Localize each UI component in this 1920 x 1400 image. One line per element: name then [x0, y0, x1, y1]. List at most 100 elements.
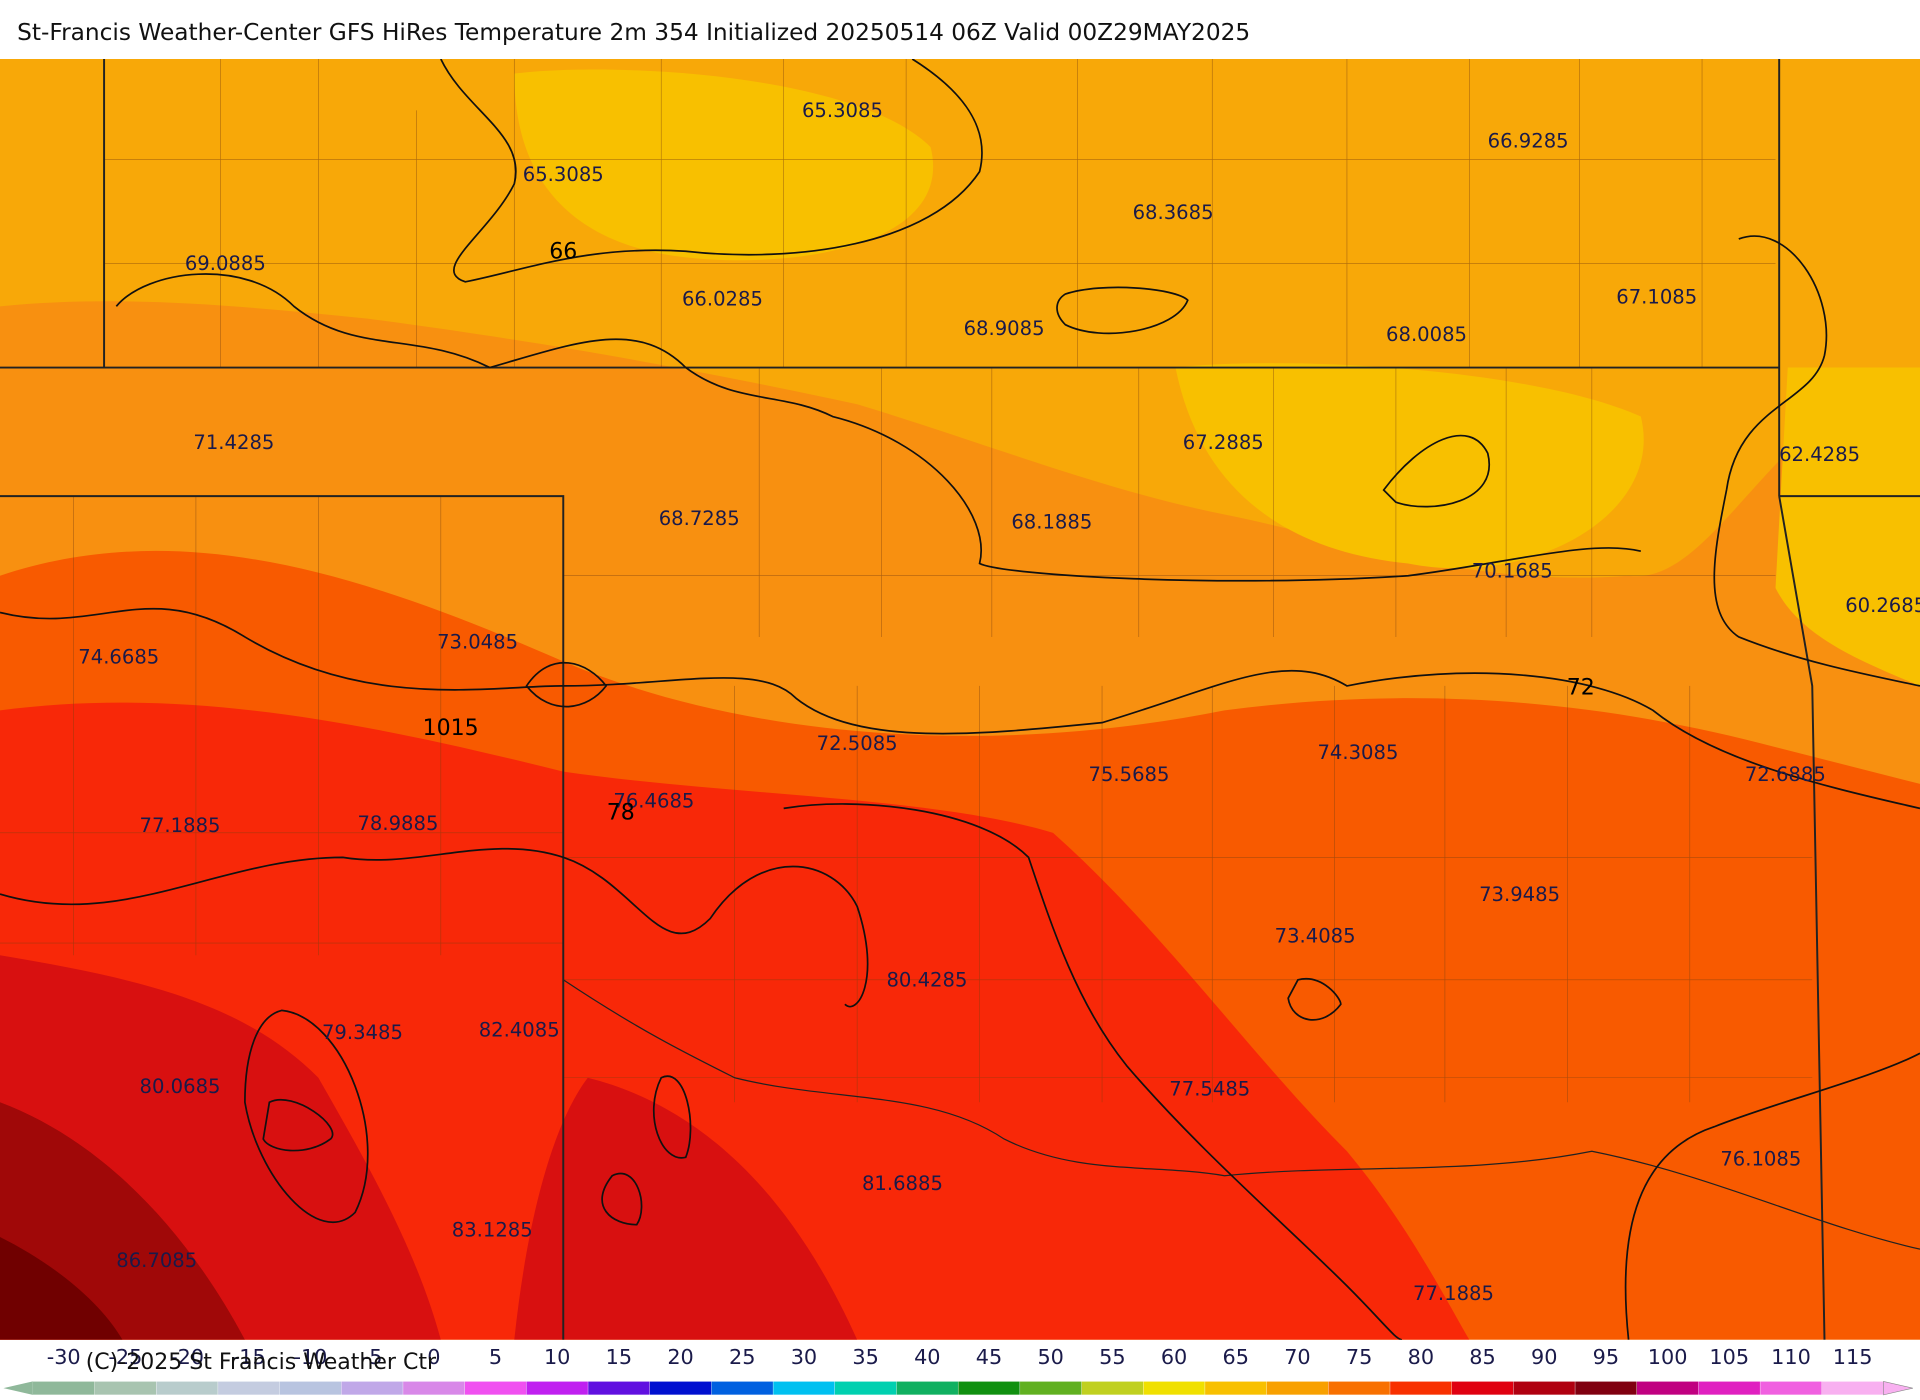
map-value-label: 83.1285 — [452, 1218, 533, 1241]
colorbar-swatch — [1328, 1381, 1391, 1396]
map-value-label: 80.0685 — [140, 1075, 221, 1098]
colorbar-swatch — [711, 1381, 774, 1396]
contour-lines — [0, 58, 1920, 1340]
colorbar-tick-label: 105 — [1709, 1345, 1749, 1369]
contour-label: 1015 — [423, 716, 479, 741]
colorbar-tick-label: 70 — [1284, 1345, 1310, 1369]
colorbar-swatch — [279, 1381, 343, 1396]
colorbar-swatch — [896, 1381, 959, 1396]
colorbar-swatch — [1513, 1381, 1576, 1396]
colorbar-swatch — [156, 1381, 219, 1396]
colorbar-swatch — [1204, 1381, 1268, 1396]
colorbar-tick-label: 95 — [1593, 1345, 1619, 1369]
map-value-label: 69.0885 — [185, 252, 266, 275]
state-borders — [0, 58, 1920, 1340]
colorbar-tick-label: -25 — [108, 1345, 142, 1369]
map-value-label: 72.5085 — [817, 732, 898, 755]
map-value-label: 68.9085 — [964, 317, 1045, 340]
map-value-label: 73.4085 — [1275, 924, 1356, 947]
map-value-label: 86.7085 — [116, 1249, 197, 1272]
colorbar-swatch — [94, 1381, 158, 1396]
colorbar-tick-label: 65 — [1223, 1345, 1249, 1369]
colorbar-tick-label: 55 — [1099, 1345, 1125, 1369]
map-value-label: 82.4085 — [479, 1019, 560, 1042]
map-value-label: 80.4285 — [886, 969, 967, 992]
colorbar-swatch — [1081, 1381, 1145, 1396]
map-value-label: 66.0285 — [682, 288, 763, 311]
map-value-label: 71.4285 — [193, 431, 274, 454]
map-area: 65.3085 65.3085 66.9285 68.3685 69.0885 … — [0, 58, 1920, 1340]
colorbar-swatch — [1451, 1381, 1515, 1396]
map-value-label: 72.6885 — [1745, 763, 1826, 786]
colorbar-swatch — [217, 1381, 281, 1396]
colorbar-tick-label: 45 — [976, 1345, 1002, 1369]
map-value-label: 67.1085 — [1616, 285, 1697, 308]
map-value-label: 77.1885 — [1413, 1282, 1494, 1305]
map-value-label: 76.4685 — [613, 790, 694, 813]
colorbar-swatch — [1266, 1381, 1330, 1396]
map-value-label: 77.1885 — [140, 814, 221, 837]
temperature-field — [0, 1236, 123, 1340]
colorbar-swatch — [1143, 1381, 1206, 1396]
colorbar-swatch — [1574, 1381, 1638, 1396]
colorbar-tick-label: 25 — [729, 1345, 755, 1369]
colorbar: -30 -25 -20 -15 -10 -5 0 5 10 15 20 25 30 35 40 45 50 55 6… — [3, 1345, 1913, 1396]
colorbar-tick-label: 10 — [544, 1345, 570, 1369]
colorbar-arrow — [1883, 1381, 1913, 1396]
colorbar-swatch — [1698, 1381, 1761, 1396]
colorbar-swatch — [341, 1381, 404, 1396]
colorbar-swatch — [32, 1381, 96, 1396]
map-value-label: 68.7285 — [659, 507, 740, 530]
colorbar-swatch — [1389, 1381, 1453, 1396]
map-value-label: 78.9885 — [357, 812, 438, 835]
colorbar-tick-label: -30 — [47, 1345, 81, 1369]
colorbar-tick-label: 5 — [489, 1345, 502, 1369]
map-value-label: 73.9485 — [1479, 883, 1560, 906]
colorbar-swatch — [526, 1381, 589, 1396]
colorbar-tick-label: 40 — [914, 1345, 940, 1369]
map-value-label: 62.4285 — [1779, 443, 1860, 466]
colorbar-tick-label: -5 — [362, 1345, 383, 1369]
colorbar-tick-label: 20 — [667, 1345, 693, 1369]
colorbar-swatch — [1821, 1381, 1885, 1396]
colorbar-swatch — [464, 1381, 528, 1396]
colorbar-tick-label: 15 — [606, 1345, 632, 1369]
colorbar-arrow — [3, 1381, 33, 1395]
contour-label: 66 — [549, 239, 577, 264]
map-value-label: 68.0085 — [1386, 323, 1467, 346]
colorbar-swatch — [772, 1381, 836, 1396]
colorbar-tick-label: 80 — [1408, 1345, 1434, 1369]
colorbar-swatch — [587, 1381, 651, 1396]
contour-label: 72 — [1567, 675, 1595, 700]
map-value-label: 66.9285 — [1488, 130, 1569, 153]
colorbar-tick-label: -10 — [293, 1345, 327, 1369]
colorbar-tick-label: 100 — [1648, 1345, 1688, 1369]
map-value-label: 81.6885 — [862, 1172, 943, 1195]
colorbar-tick-label: 110 — [1771, 1345, 1811, 1369]
map-value-label: 73.0485 — [437, 631, 518, 654]
colorbar-tick-label: -15 — [232, 1345, 266, 1369]
copyright: (C)-2025 St Francis Weather Ctr — [86, 1350, 437, 1375]
map-value-label: 68.3685 — [1133, 201, 1214, 224]
colorbar-tick-label: -20 — [170, 1345, 204, 1369]
colorbar-tick-label: 85 — [1469, 1345, 1495, 1369]
map-value-label: 65.3085 — [523, 163, 604, 186]
map-value-label: 60.2685 — [1845, 594, 1920, 617]
colorbar-tick-label: 60 — [1161, 1345, 1187, 1369]
map-value-label: 65.3085 — [802, 99, 883, 122]
map-value-label: 67.2885 — [1183, 431, 1264, 454]
contour-label: 78 — [607, 800, 635, 825]
map-value-label: 77.5485 — [1169, 1078, 1250, 1101]
colorbar-swatch — [402, 1381, 466, 1396]
map-value-label: 70.1685 — [1472, 560, 1553, 583]
colorbar-swatch — [834, 1381, 898, 1396]
temperature-field — [0, 955, 858, 1340]
colorbar-tick-label: 30 — [791, 1345, 817, 1369]
map-value-label: 74.3085 — [1317, 741, 1398, 764]
colorbar-tick-label: 75 — [1346, 1345, 1372, 1369]
colorbar-swatch — [957, 1381, 1021, 1396]
colorbar-swatch — [1019, 1381, 1083, 1396]
contour-labels: 66 72 78 1015 — [423, 239, 1595, 825]
map-value-label: 76.1085 — [1720, 1147, 1801, 1170]
